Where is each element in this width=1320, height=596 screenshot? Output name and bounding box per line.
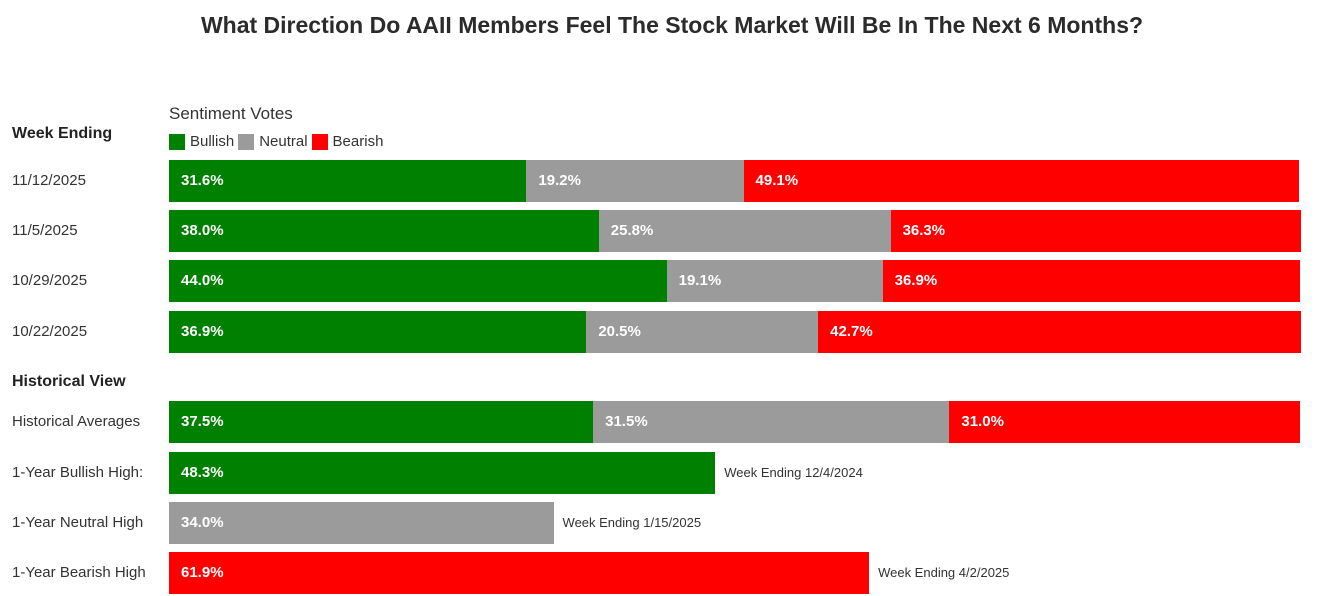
year-high-label: 1-Year Bullish High:: [12, 464, 144, 481]
week-label: 11/5/2025: [12, 222, 78, 239]
chart-title: What Direction Do AAII Members Feel The …: [200, 12, 1144, 38]
week-label: 10/29/2025: [12, 272, 88, 289]
legend-label-neutral: Neutral: [259, 133, 308, 150]
historical-average-bar-row: 37.5% 31.5% 31.0%: [169, 401, 1300, 443]
legend-label-bearish: Bearish: [332, 133, 384, 150]
bar-segment-bearish: 36.3%: [890, 210, 1302, 252]
bar-segment-bearish: 49.1%: [743, 160, 1299, 202]
bar-segment-bullish: 36.9%: [169, 311, 587, 353]
bar-segment-neutral: 20.5%: [586, 311, 819, 353]
week-label: 11/12/2025: [12, 172, 86, 189]
year-high-bar-row: 61.9%: [169, 552, 870, 594]
bar-segment-neutral: 19.1%: [666, 260, 883, 302]
bar-segment-neutral: 34.0%: [169, 502, 554, 544]
bar-segment-neutral: 25.8%: [598, 210, 891, 252]
year-high-label: 1-Year Bearish High: [12, 564, 146, 581]
legend-item-bullish: Bullish: [169, 133, 234, 150]
legend-swatch-neutral: [238, 133, 255, 150]
year-high-note: Week Ending 12/4/2024: [724, 465, 863, 480]
bar-segment-bearish: 42.7%: [818, 311, 1302, 353]
bar-segment-bullish: 38.0%: [169, 210, 599, 252]
year-high-note: Week Ending 4/2/2025: [878, 565, 1010, 580]
historical-view-header: Historical View: [12, 373, 126, 390]
bar-segment-bullish: 48.3%: [169, 452, 716, 494]
legend-title: Sentiment Votes: [169, 104, 293, 123]
weekly-bar-row: 36.9% 20.5% 42.7%: [169, 311, 1302, 353]
bar-segment-bearish: 31.0%: [949, 401, 1300, 443]
legend-swatch-bearish: [311, 133, 328, 150]
legend: Bullish Neutral Bearish: [169, 133, 387, 150]
legend-item-neutral: Neutral: [238, 133, 308, 150]
bar-segment-bullish: 44.0%: [169, 260, 667, 302]
legend-label-bullish: Bullish: [190, 133, 235, 150]
bar-segment-bearish: 36.9%: [882, 260, 1300, 302]
legend-item-bearish: Bearish: [311, 133, 384, 150]
bar-segment-bullish: 37.5%: [169, 401, 594, 443]
legend-swatch-bullish: [169, 133, 185, 150]
week-label: 10/22/2025: [12, 323, 88, 340]
bar-segment-neutral: 19.2%: [526, 160, 744, 202]
bar-segment-bullish: 31.6%: [169, 160, 527, 202]
year-high-note: Week Ending 1/15/2025: [562, 515, 702, 530]
weekly-bar-row: 38.0% 25.8% 36.3%: [169, 210, 1302, 252]
bar-segment-neutral: 31.5%: [593, 401, 950, 443]
year-high-bar-row: 34.0%: [169, 502, 554, 544]
historical-average-label: Historical Averages: [12, 413, 141, 430]
year-high-bar-row: 48.3%: [169, 452, 716, 494]
weekly-bar-row: 44.0% 19.1% 36.9%: [169, 260, 1300, 302]
year-high-label: 1-Year Neutral High: [12, 514, 144, 531]
weekly-bar-row: 31.6% 19.2% 49.1%: [169, 160, 1299, 202]
bar-segment-bearish: 61.9%: [169, 552, 870, 594]
week-ending-header: Week Ending: [12, 125, 113, 142]
